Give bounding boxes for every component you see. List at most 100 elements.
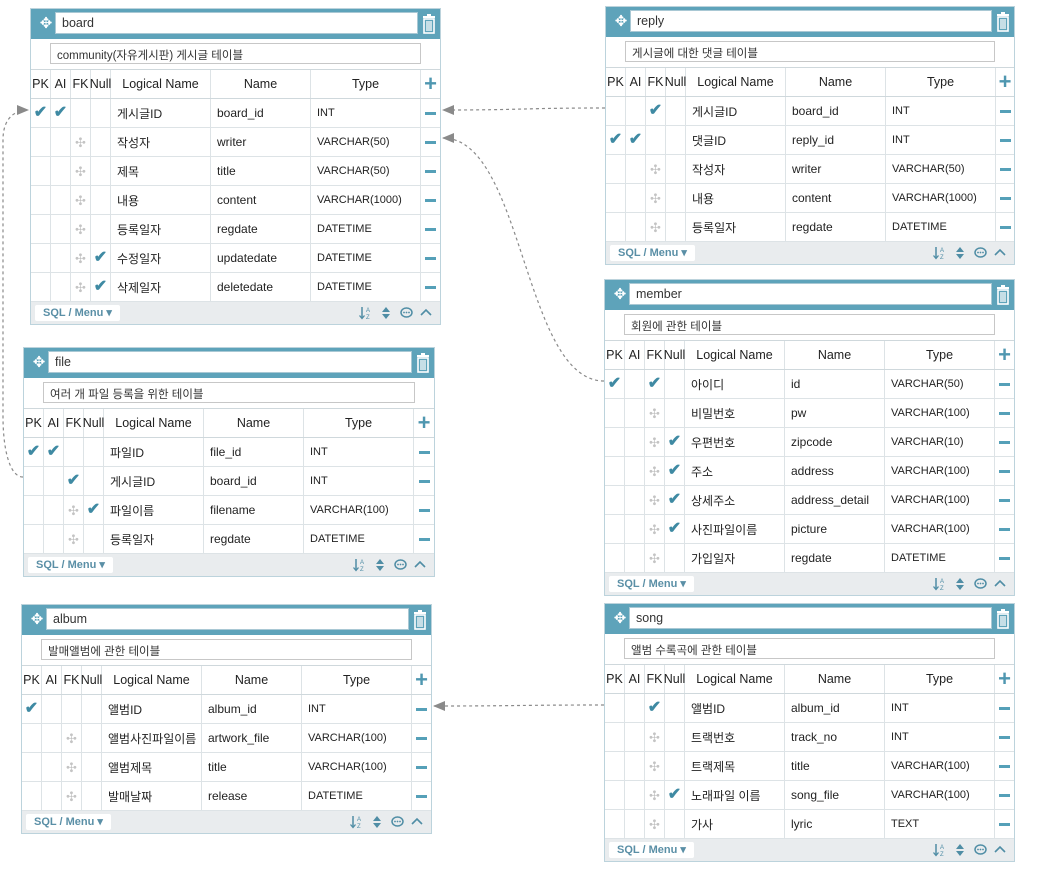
cell-name[interactable]: filename bbox=[204, 496, 304, 524]
cell-type[interactable]: INT bbox=[886, 97, 996, 125]
cell-null[interactable] bbox=[91, 128, 111, 156]
up-down-icon[interactable] bbox=[952, 575, 968, 593]
cell-ai[interactable] bbox=[625, 486, 645, 514]
cell-fk[interactable]: ✣ bbox=[646, 213, 666, 241]
cell-name[interactable]: lyric bbox=[785, 810, 885, 838]
chevron-up-icon[interactable] bbox=[992, 575, 1008, 593]
cell-name[interactable]: track_no bbox=[785, 723, 885, 751]
cell-pk[interactable] bbox=[606, 184, 626, 212]
cell-type[interactable]: INT bbox=[302, 695, 412, 723]
trash-icon[interactable] bbox=[994, 11, 1012, 33]
cell-logical-name[interactable]: 파일ID bbox=[104, 438, 204, 466]
cell-null[interactable] bbox=[84, 438, 104, 466]
add-column-button[interactable]: + bbox=[421, 70, 440, 98]
cell-type[interactable]: VARCHAR(10) bbox=[885, 428, 995, 456]
cell-ai[interactable] bbox=[51, 215, 71, 243]
cell-ai[interactable] bbox=[626, 97, 646, 125]
cell-type[interactable]: INT bbox=[885, 694, 995, 722]
cell-logical-name[interactable]: 게시글ID bbox=[111, 99, 211, 127]
cell-fk[interactable] bbox=[71, 99, 91, 127]
cell-ai[interactable] bbox=[625, 428, 645, 456]
cell-ai[interactable] bbox=[625, 370, 645, 398]
cell-logical-name[interactable]: 상세주소 bbox=[685, 486, 785, 514]
cell-ai[interactable] bbox=[625, 723, 645, 751]
move-icon[interactable]: ✥ bbox=[39, 15, 53, 32]
cell-ai[interactable] bbox=[625, 399, 645, 427]
cell-type[interactable]: VARCHAR(100) bbox=[885, 752, 995, 780]
cell-name[interactable]: zipcode bbox=[785, 428, 885, 456]
cell-logical-name[interactable]: 게시글ID bbox=[686, 97, 786, 125]
cell-ai[interactable] bbox=[625, 515, 645, 543]
cell-ai[interactable] bbox=[51, 157, 71, 185]
cell-null[interactable]: ✔ bbox=[665, 457, 685, 485]
cell-name[interactable]: regdate bbox=[786, 213, 886, 241]
cell-ai[interactable] bbox=[625, 752, 645, 780]
remove-column-button[interactable] bbox=[421, 128, 440, 156]
cell-null[interactable]: ✔ bbox=[665, 515, 685, 543]
table-description[interactable]: 회원에 관한 테이블 bbox=[624, 314, 995, 335]
cell-null[interactable]: ✔ bbox=[665, 486, 685, 514]
cell-ai[interactable] bbox=[51, 273, 71, 301]
cell-name[interactable]: title bbox=[785, 752, 885, 780]
up-down-icon[interactable] bbox=[952, 244, 968, 262]
cell-fk[interactable]: ✣ bbox=[71, 244, 91, 272]
cell-logical-name[interactable]: 앨범ID bbox=[685, 694, 785, 722]
cell-logical-name[interactable]: 아이디 bbox=[685, 370, 785, 398]
cell-null[interactable] bbox=[665, 810, 685, 838]
cell-pk[interactable] bbox=[605, 694, 625, 722]
cell-fk[interactable]: ✔ bbox=[646, 97, 666, 125]
up-down-icon[interactable] bbox=[372, 556, 388, 574]
remove-column-button[interactable] bbox=[412, 753, 431, 781]
cell-ai[interactable] bbox=[44, 525, 64, 553]
cell-type[interactable]: VARCHAR(50) bbox=[311, 128, 421, 156]
cell-ai[interactable] bbox=[51, 186, 71, 214]
cell-pk[interactable] bbox=[605, 544, 625, 572]
cell-pk[interactable] bbox=[605, 723, 625, 751]
cell-pk[interactable]: ✔ bbox=[31, 99, 51, 127]
cell-type[interactable]: DATETIME bbox=[302, 782, 412, 810]
cell-name[interactable]: address bbox=[785, 457, 885, 485]
cell-type[interactable]: VARCHAR(50) bbox=[886, 155, 996, 183]
trash-icon[interactable] bbox=[411, 609, 429, 631]
remove-column-button[interactable] bbox=[996, 213, 1014, 241]
cell-type[interactable]: INT bbox=[886, 126, 996, 154]
cell-logical-name[interactable]: 파일이름 bbox=[104, 496, 204, 524]
cell-name[interactable]: deletedate bbox=[211, 273, 311, 301]
cell-pk[interactable] bbox=[605, 399, 625, 427]
cell-fk[interactable]: ✣ bbox=[645, 781, 665, 809]
remove-column-button[interactable] bbox=[995, 752, 1014, 780]
trash-icon[interactable] bbox=[994, 608, 1012, 630]
table-description[interactable]: community(자유게시판) 게시글 테이블 bbox=[50, 43, 421, 64]
cell-null[interactable] bbox=[82, 782, 102, 810]
cell-type[interactable]: VARCHAR(100) bbox=[302, 724, 412, 752]
cell-ai[interactable] bbox=[625, 457, 645, 485]
cell-ai[interactable] bbox=[42, 753, 62, 781]
cell-type[interactable]: VARCHAR(100) bbox=[885, 486, 995, 514]
cell-null[interactable] bbox=[665, 752, 685, 780]
cell-pk[interactable] bbox=[31, 215, 51, 243]
cell-name[interactable]: artwork_file bbox=[202, 724, 302, 752]
remove-column-button[interactable] bbox=[421, 244, 440, 272]
cell-type[interactable]: VARCHAR(100) bbox=[302, 753, 412, 781]
remove-column-button[interactable] bbox=[995, 370, 1014, 398]
cell-null[interactable] bbox=[665, 694, 685, 722]
cell-ai[interactable] bbox=[44, 496, 64, 524]
cell-fk[interactable]: ✔ bbox=[645, 370, 665, 398]
table-name-input[interactable]: file bbox=[48, 351, 412, 373]
cell-logical-name[interactable]: 트랙번호 bbox=[685, 723, 785, 751]
cell-logical-name[interactable]: 앨범제목 bbox=[102, 753, 202, 781]
cell-name[interactable]: writer bbox=[786, 155, 886, 183]
cell-name[interactable]: board_id bbox=[786, 97, 886, 125]
cell-fk[interactable]: ✣ bbox=[645, 544, 665, 572]
cell-logical-name[interactable]: 수정일자 bbox=[111, 244, 211, 272]
comment-icon[interactable] bbox=[392, 556, 408, 574]
cell-fk[interactable]: ✣ bbox=[645, 515, 665, 543]
cell-fk[interactable]: ✔ bbox=[645, 694, 665, 722]
table-name-input[interactable]: member bbox=[629, 283, 992, 305]
cell-pk[interactable] bbox=[22, 782, 42, 810]
table-name-input[interactable]: reply bbox=[630, 10, 992, 32]
cell-fk[interactable]: ✣ bbox=[645, 486, 665, 514]
